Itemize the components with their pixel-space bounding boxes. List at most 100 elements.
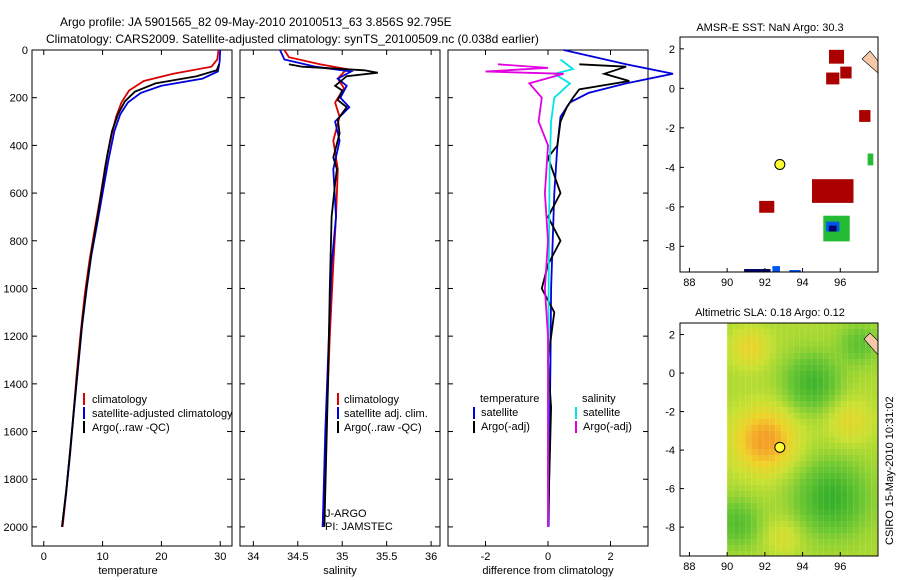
sla-cell <box>829 533 836 539</box>
sla-cell <box>841 431 848 437</box>
sla-cell <box>727 443 734 449</box>
sla-cell <box>823 377 830 383</box>
sla-cell <box>763 533 770 539</box>
sla-cell <box>793 503 800 509</box>
salinity-axes-frame <box>239 49 441 547</box>
sla-cell <box>847 515 854 521</box>
sla-cell <box>823 545 830 551</box>
sla-cell <box>745 425 752 431</box>
sla-cell <box>727 407 734 413</box>
sla-cell <box>763 443 770 449</box>
sla-cell <box>793 413 800 419</box>
y-tick-label: 0 <box>22 45 28 57</box>
sla-cell <box>727 485 734 491</box>
sla-cell <box>871 353 878 359</box>
sla-cell <box>817 407 824 413</box>
sla-cell <box>829 335 836 341</box>
sla-cell <box>733 329 740 335</box>
sla-cell <box>811 377 818 383</box>
sla-cell <box>817 377 824 383</box>
sla-cell <box>817 347 824 353</box>
sla-cell <box>859 359 866 365</box>
sla-cell <box>727 467 734 473</box>
sla-cell <box>853 491 860 497</box>
sla-cell <box>811 461 818 467</box>
sla-cell <box>733 365 740 371</box>
sla-cell <box>751 551 758 556</box>
sla-cell <box>751 383 758 389</box>
sla-cell <box>733 461 740 467</box>
sla-cell <box>793 395 800 401</box>
sla-cell <box>757 329 764 335</box>
sla-cell <box>763 521 770 527</box>
y-tick-label: 1600 <box>4 427 28 439</box>
sla-cell <box>727 383 734 389</box>
sla-cell <box>811 509 818 515</box>
sla-cell <box>787 383 794 389</box>
sla-cell <box>829 527 836 533</box>
sst-cell <box>867 153 874 166</box>
sla-cell <box>793 419 800 425</box>
sla-cell <box>787 353 794 359</box>
map-x-tick-label: 88 <box>683 561 695 573</box>
sla-cell <box>733 485 740 491</box>
sla-cell <box>751 389 758 395</box>
sla-cell <box>751 545 758 551</box>
sla-cell <box>871 485 878 491</box>
sla-cell <box>811 497 818 503</box>
sla-cell <box>811 353 818 359</box>
sla-cell <box>859 515 866 521</box>
sla-cell <box>733 497 740 503</box>
sla-cell <box>841 365 848 371</box>
sla-cell <box>799 419 806 425</box>
legend-label-salt-satellite: satellite <box>583 407 620 419</box>
sla-cell <box>835 353 842 359</box>
sla-cell <box>823 521 830 527</box>
sla-cell <box>733 401 740 407</box>
sla-cell <box>805 359 812 365</box>
sla-cell <box>817 461 824 467</box>
sla-cell <box>739 359 746 365</box>
sla-cell <box>793 383 800 389</box>
sla-cell <box>817 551 824 556</box>
sla-cell <box>787 419 794 425</box>
sla-cell <box>847 449 854 455</box>
sla-cell <box>829 485 836 491</box>
sla-cell <box>817 413 824 419</box>
sla-cell <box>835 329 842 335</box>
sla-cell <box>769 515 776 521</box>
sla-cell <box>727 437 734 443</box>
sla-cell <box>823 509 830 515</box>
sla-cell <box>757 407 764 413</box>
sla-cell <box>727 515 734 521</box>
sla-cell <box>817 335 824 341</box>
sla-cell <box>835 341 842 347</box>
sla-cell <box>835 437 842 443</box>
sla-cell <box>859 491 866 497</box>
sla-cell <box>871 419 878 425</box>
sla-cell <box>787 377 794 383</box>
sla-cell <box>763 455 770 461</box>
sla-cell <box>853 533 860 539</box>
sla-cell <box>871 503 878 509</box>
sla-cell <box>829 521 836 527</box>
sla-cell <box>859 323 866 329</box>
sla-cell <box>823 389 830 395</box>
x-tick-label: 30 <box>214 551 226 563</box>
sla-cell <box>865 371 872 377</box>
legend-clip-mask <box>233 395 240 425</box>
sla-cell <box>787 395 794 401</box>
sla-cell <box>769 323 776 329</box>
sla-cell <box>781 515 788 521</box>
sla-cell <box>799 347 806 353</box>
sla-cell <box>793 491 800 497</box>
sla-cell <box>727 371 734 377</box>
sla-cell <box>781 341 788 347</box>
y-tick-label: 800 <box>10 236 28 248</box>
sla-cell <box>865 503 872 509</box>
sla-cell <box>817 341 824 347</box>
sst-cell <box>828 225 837 232</box>
sla-cell <box>835 425 842 431</box>
sla-cell <box>745 473 752 479</box>
sla-cell <box>805 509 812 515</box>
